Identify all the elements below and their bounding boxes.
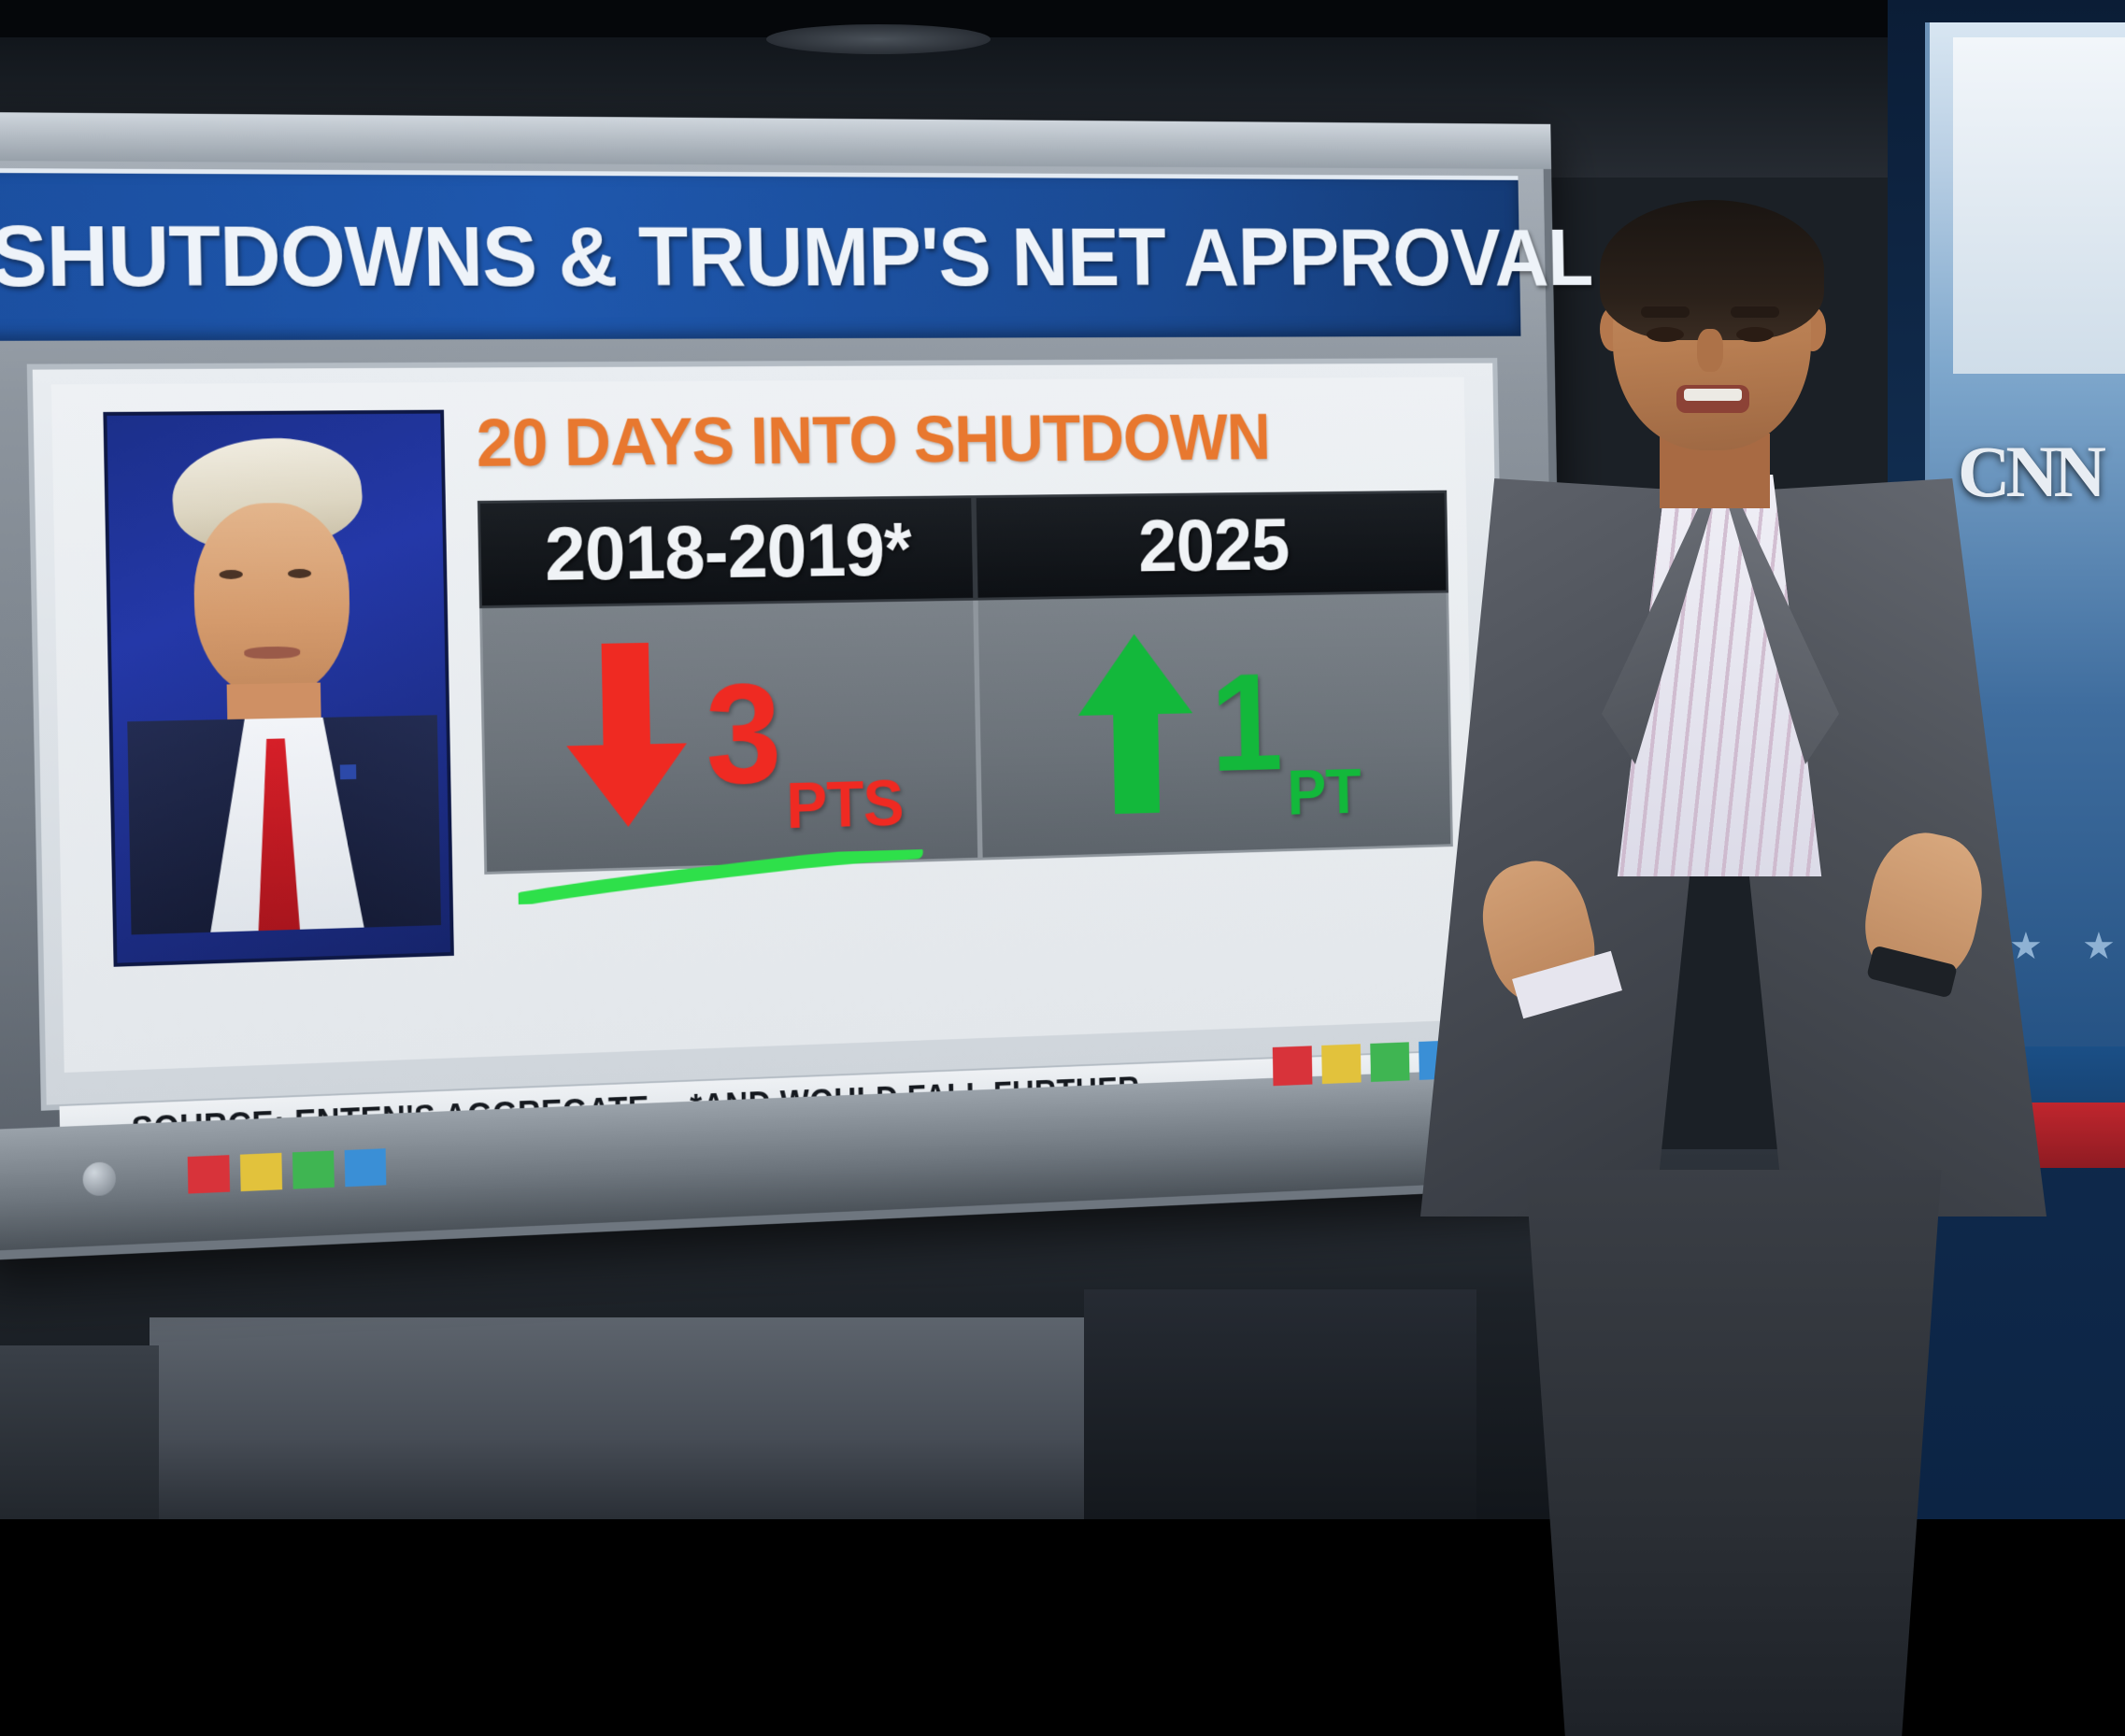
studio-desk bbox=[1084, 1289, 1476, 1519]
trump-portrait-photo bbox=[103, 409, 454, 967]
studio-display-screen: SHUTDOWNS & TRUMP'S NET APPROVAL bbox=[0, 111, 1593, 1261]
chip-green bbox=[292, 1150, 335, 1189]
anchor-teeth bbox=[1684, 389, 1742, 401]
graphic-inner-panel: 20 DAYS INTO SHUTDOWN 2018-2019* bbox=[26, 358, 1510, 1111]
star-icon: ★ bbox=[2082, 926, 2116, 967]
anchor-trousers bbox=[1525, 1170, 1942, 1736]
news-anchor bbox=[1420, 200, 2047, 1736]
chip-red bbox=[1272, 1046, 1313, 1087]
flag-pin-icon bbox=[339, 764, 357, 780]
chip-green bbox=[1370, 1042, 1410, 1082]
floor-panel-left bbox=[0, 1345, 159, 1519]
column-body-2025: 1 PT bbox=[975, 592, 1453, 861]
column-value-2018-2019: 3 bbox=[704, 654, 778, 815]
ceiling-light-icon bbox=[766, 24, 991, 54]
column-unit-2018-2019: PTS bbox=[785, 767, 905, 843]
chart-headline-text: 20 DAYS INTO SHUTDOWN bbox=[476, 400, 1271, 481]
anchor-hair bbox=[1600, 200, 1824, 340]
anchor-eye-right bbox=[1736, 327, 1774, 342]
anchor-brow-right bbox=[1731, 306, 1779, 318]
graphic-stage: 20 DAYS INTO SHUTDOWN 2018-2019* bbox=[50, 377, 1476, 1073]
column-unit-2025: PT bbox=[1286, 756, 1362, 829]
column-header-label: 2018-2019* bbox=[544, 505, 912, 596]
right-display-white-area bbox=[1953, 37, 2125, 374]
up-arrow-icon bbox=[1071, 627, 1199, 824]
chip-yellow bbox=[239, 1152, 283, 1192]
graphic-title: SHUTDOWNS & TRUMP'S NET APPROVAL bbox=[0, 208, 1593, 305]
portrait-mouth bbox=[244, 646, 301, 660]
floor-panel bbox=[150, 1317, 1084, 1519]
down-arrow-icon bbox=[560, 636, 694, 838]
chart-headline: 20 DAYS INTO SHUTDOWN bbox=[476, 400, 1447, 481]
star-icon: ★ bbox=[2009, 926, 2043, 967]
column-header-label: 2025 bbox=[1137, 502, 1290, 587]
chip-red bbox=[187, 1155, 231, 1194]
chart-column-2018-2019: 2018-2019* 3 PTS bbox=[477, 495, 980, 875]
anchor-nose bbox=[1697, 329, 1723, 372]
cnn-logo: CNN bbox=[1958, 431, 2106, 512]
column-header-2025: 2025 bbox=[973, 490, 1449, 601]
chart-column-2025: 2025 1 PT bbox=[973, 490, 1453, 861]
column-value-2025: 1 bbox=[1208, 645, 1279, 802]
chip-yellow bbox=[1321, 1044, 1362, 1085]
column-body-2018-2019: 3 PTS bbox=[479, 600, 980, 875]
portrait-face bbox=[192, 502, 351, 700]
chart-area: 20 DAYS INTO SHUTDOWN 2018-2019* bbox=[476, 400, 1456, 1044]
anchor-eye-left bbox=[1647, 327, 1684, 342]
column-header-2018-2019: 2018-2019* bbox=[477, 495, 976, 609]
chip-blue bbox=[344, 1148, 387, 1188]
ceiling-dark-strip bbox=[0, 0, 1981, 37]
anchor-brow-left bbox=[1641, 306, 1690, 318]
chart-columns: 2018-2019* 3 PTS bbox=[477, 490, 1453, 875]
graphic-title-band: SHUTDOWNS & TRUMP'S NET APPROVAL bbox=[0, 167, 1593, 341]
chart-footnote bbox=[485, 869, 1465, 898]
